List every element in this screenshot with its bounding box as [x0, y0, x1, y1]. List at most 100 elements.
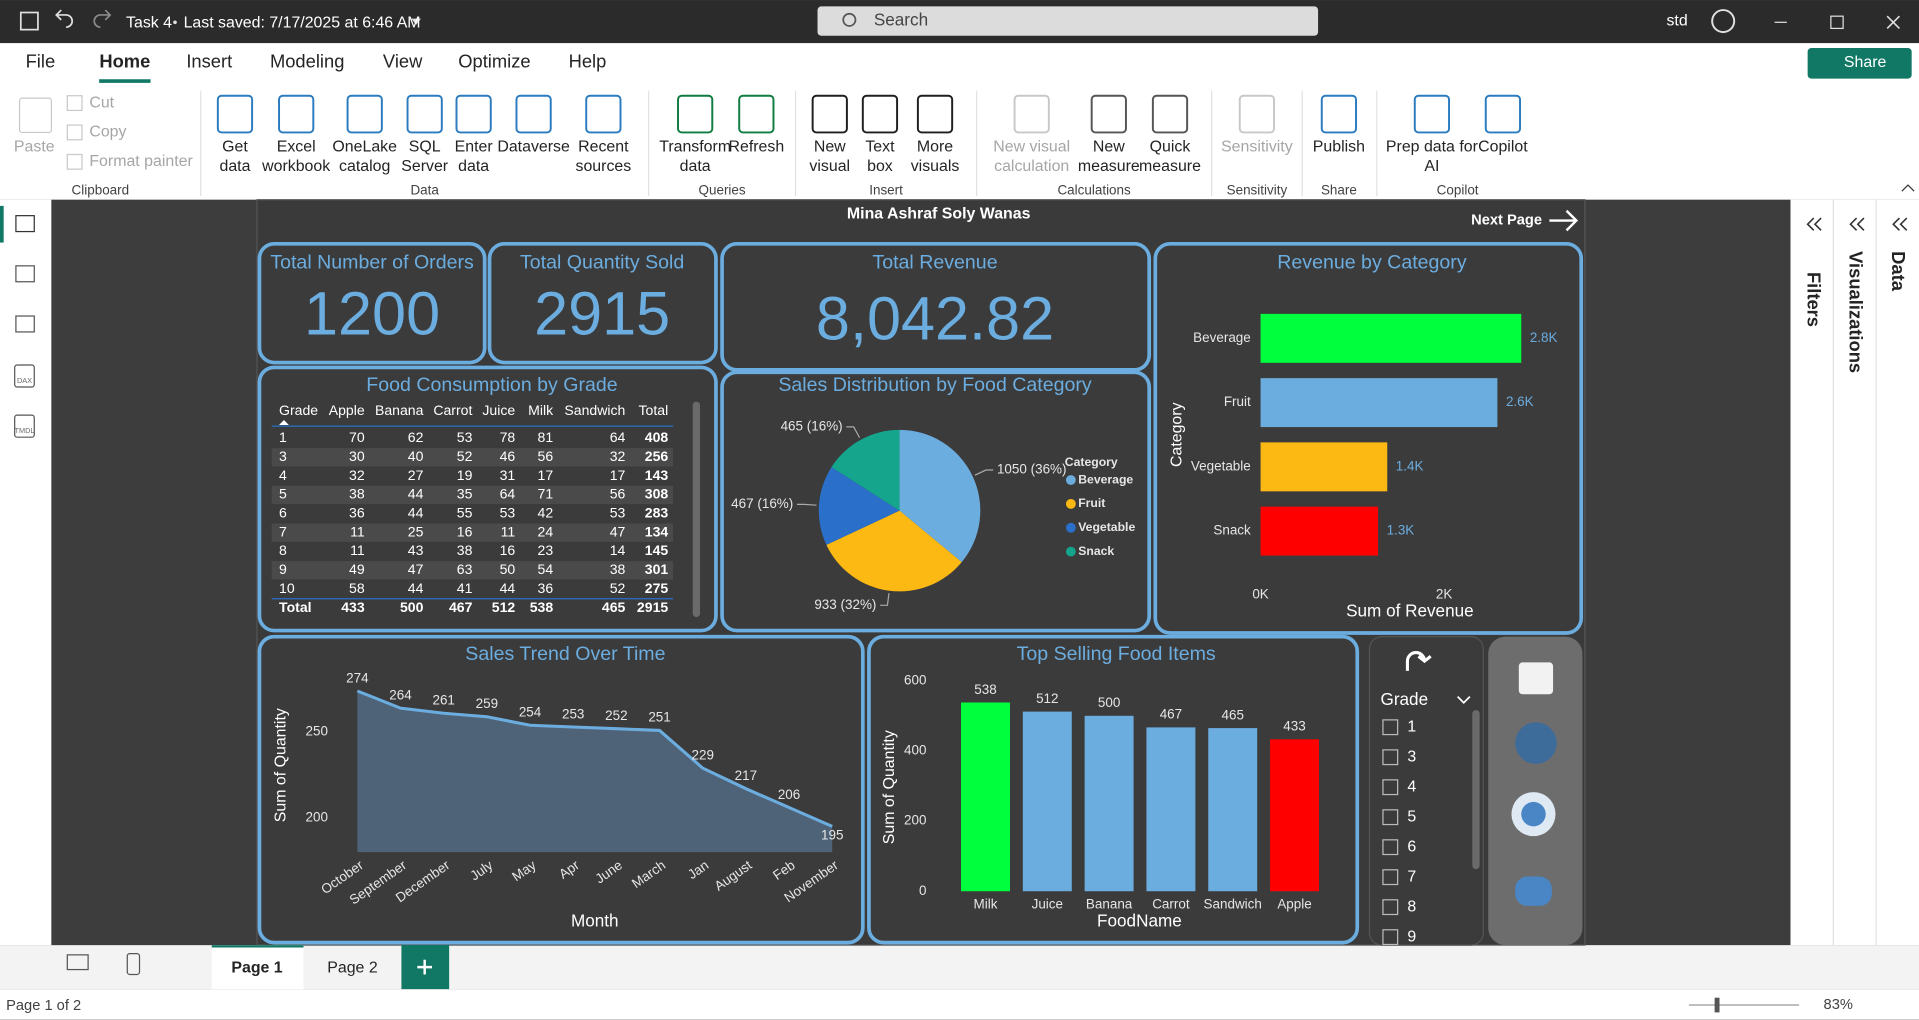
menu-item[interactable]: Help — [569, 51, 607, 72]
ribbon-button[interactable]: Enter — [455, 138, 494, 155]
bar[interactable] — [1146, 727, 1196, 892]
file-menu-caret[interactable] — [411, 18, 422, 25]
next-page[interactable]: Next Page — [1471, 212, 1542, 228]
menu-item[interactable]: Modeling — [270, 51, 344, 72]
save-icon[interactable] — [19, 11, 39, 31]
slicer-item[interactable]: 3 — [1407, 748, 1416, 765]
pie-slice[interactable] — [818, 467, 900, 545]
undo-icon[interactable] — [55, 9, 74, 29]
ribbon-button[interactable]: Copilot — [1478, 138, 1528, 155]
ribbon-button[interactable]: Excel — [277, 138, 316, 155]
chat-button[interactable] — [1515, 876, 1552, 906]
filter-button[interactable] — [1515, 722, 1557, 764]
zoom-thumb[interactable] — [1714, 997, 1720, 1013]
share-button[interactable] — [1807, 47, 1912, 79]
ribbon-button[interactable]: Prep data for — [1386, 138, 1479, 155]
share-label[interactable]: Share — [1844, 54, 1887, 71]
search-text[interactable]: Search — [874, 10, 928, 30]
ribbon-button[interactable]: visual — [809, 158, 850, 175]
slicer-checkbox[interactable] — [1382, 749, 1399, 766]
bar[interactable] — [1022, 711, 1072, 892]
slicer-scrollbar[interactable] — [1472, 710, 1480, 870]
pie-slice[interactable] — [826, 510, 962, 592]
ribbon-button[interactable]: data — [458, 158, 489, 175]
pie-slice[interactable] — [831, 429, 900, 511]
search-box[interactable] — [817, 6, 1319, 36]
maximize[interactable] — [1830, 15, 1844, 30]
ribbon-button[interactable]: New — [814, 138, 846, 155]
table-view[interactable] — [15, 265, 35, 283]
slicer-checkbox[interactable] — [1382, 929, 1399, 946]
account-icon[interactable] — [1711, 9, 1736, 34]
desktop-view[interactable] — [66, 954, 89, 971]
slicer-reset-icon[interactable] — [1405, 651, 1432, 671]
slicer-chevron[interactable] — [1457, 696, 1471, 704]
tmdl-view-label[interactable]: TMDL — [15, 426, 35, 435]
bar[interactable] — [1084, 715, 1134, 892]
legend-label[interactable]: Beverage — [1078, 472, 1133, 486]
legend-label[interactable]: Vegetable — [1078, 520, 1135, 534]
slicer-checkbox[interactable] — [1382, 899, 1399, 916]
menu-item[interactable]: Insert — [186, 51, 232, 72]
ribbon-button[interactable]: Copy — [89, 124, 126, 141]
ribbon-button[interactable]: calculation — [994, 158, 1069, 175]
menu-item[interactable]: View — [383, 51, 423, 72]
slicer-checkbox[interactable] — [1382, 869, 1399, 886]
ribbon-button[interactable]: Format painter — [89, 153, 193, 170]
slicer-item[interactable]: 4 — [1407, 778, 1416, 795]
table-scrollbar[interactable] — [692, 401, 701, 618]
slicer-item[interactable]: 1 — [1407, 718, 1416, 735]
pane-label[interactable]: Visualizations — [1845, 251, 1866, 373]
ribbon-button[interactable]: Transform — [659, 138, 731, 155]
ribbon-button[interactable]: Quick — [1150, 138, 1191, 155]
ribbon-button[interactable]: Dataverse — [497, 138, 570, 155]
tmdl-view[interactable] — [14, 414, 35, 438]
pie-slice[interactable] — [899, 429, 981, 563]
ribbon-button[interactable]: Server — [401, 158, 449, 175]
ribbon-button[interactable]: AI — [1424, 158, 1439, 175]
ribbon-button[interactable]: catalog — [339, 158, 390, 175]
menu-item[interactable]: File — [26, 51, 56, 72]
ribbon-button[interactable]: Publish — [1313, 138, 1365, 155]
close[interactable] — [1886, 15, 1900, 29]
ribbon-button[interactable]: New — [1093, 138, 1125, 155]
ribbon-button[interactable]: workbook — [261, 158, 330, 175]
ribbon-button[interactable]: data — [680, 158, 711, 175]
page-tab-active[interactable] — [211, 945, 304, 990]
ribbon-button[interactable]: Get — [222, 138, 248, 155]
redo-icon[interactable] — [93, 9, 112, 29]
bar[interactable] — [1260, 442, 1388, 492]
slicer-checkbox[interactable] — [1382, 839, 1399, 856]
ribbon-button[interactable]: SQL — [409, 138, 441, 155]
ribbon-button[interactable]: data — [219, 158, 250, 175]
ribbon-button[interactable]: Text — [865, 138, 895, 155]
ribbon-button[interactable]: Cut — [89, 94, 114, 111]
legend-label[interactable]: Snack — [1078, 544, 1114, 558]
menu-item[interactable]: Optimize — [458, 51, 530, 72]
bar[interactable] — [1270, 739, 1320, 892]
page-tab[interactable]: Page 2 — [327, 960, 378, 977]
ribbon-button[interactable]: visuals — [911, 158, 960, 175]
slicer-checkbox[interactable] — [1382, 809, 1399, 826]
ribbon-button[interactable]: Recent — [578, 138, 629, 155]
slicer-item[interactable]: 9 — [1407, 928, 1416, 945]
ribbon-button[interactable]: Paste — [14, 138, 55, 155]
user-name[interactable]: std — [1666, 12, 1687, 29]
slicer-item[interactable]: 5 — [1407, 808, 1416, 825]
ribbon-button[interactable]: measure — [1078, 158, 1140, 175]
bar[interactable] — [961, 702, 1010, 892]
slicer-item[interactable]: 7 — [1407, 868, 1416, 885]
ribbon-button[interactable]: More — [917, 138, 953, 155]
ribbon-button[interactable]: New visual — [993, 138, 1070, 155]
mobile-view[interactable] — [126, 953, 141, 976]
ribbon-button[interactable]: sources — [576, 158, 632, 175]
zoom-level[interactable]: 83% — [1824, 997, 1853, 1013]
ribbon-collapse[interactable] — [1901, 184, 1915, 192]
slicer-item[interactable]: 6 — [1407, 838, 1416, 855]
ribbon-button[interactable]: Refresh — [728, 138, 784, 155]
ribbon-button[interactable]: measure — [1139, 158, 1201, 175]
legend-label[interactable]: Fruit — [1078, 496, 1105, 510]
ribbon-button[interactable]: OneLake — [332, 138, 397, 155]
bar[interactable] — [1260, 378, 1498, 428]
pane-collapse[interactable] — [1806, 217, 1908, 231]
